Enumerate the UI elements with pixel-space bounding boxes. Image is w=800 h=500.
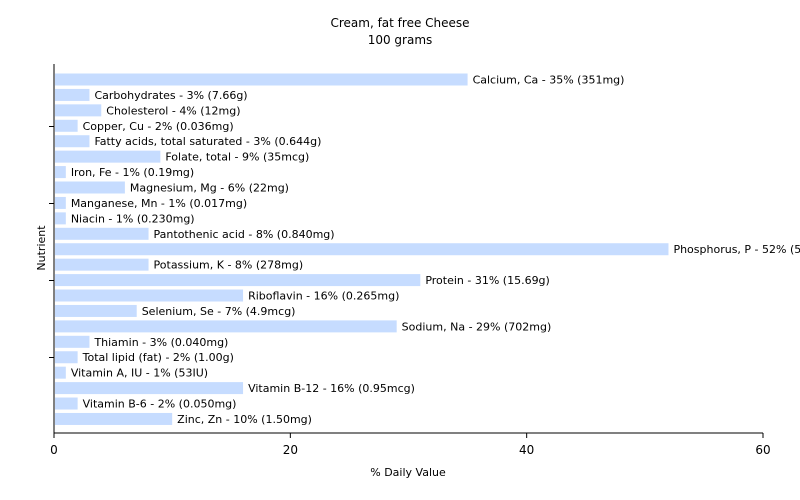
- bar-label: Vitamin B-6 - 2% (0.050mg): [83, 398, 237, 411]
- bar: [55, 320, 397, 333]
- bar: [55, 412, 173, 425]
- x-tick-label: 40: [519, 443, 534, 457]
- x-tick-label: 60: [755, 443, 770, 457]
- bar-label: Iron, Fe - 1% (0.19mg): [71, 166, 194, 179]
- bar: [55, 119, 78, 132]
- bar: [55, 73, 468, 86]
- bar-label: Cholesterol - 4% (12mg): [106, 104, 240, 117]
- x-axis-ticks: 0 20 40 60: [50, 433, 771, 457]
- bar: [55, 150, 161, 163]
- bar-label: Zinc, Zn - 10% (1.50mg): [177, 413, 312, 426]
- bar-label: Pantothenic acid - 8% (0.840mg): [154, 228, 335, 241]
- bar-label: Total lipid (fat) - 2% (1.00g): [82, 351, 234, 364]
- bar: [55, 88, 90, 101]
- chart-subtitle: 100 grams: [368, 33, 433, 47]
- bar: [55, 181, 125, 194]
- bar-label: Riboflavin - 16% (0.265mg): [248, 290, 399, 303]
- bar-label: Phosphorus, P - 52% (523mg): [673, 243, 800, 256]
- bar-label: Protein - 31% (15.69g): [425, 274, 550, 287]
- bar-label: Selenium, Se - 7% (4.9mcg): [142, 305, 296, 318]
- bar-label: Thiamin - 3% (0.040mg): [93, 336, 228, 349]
- chart-title: Cream, fat free Cheese: [330, 16, 469, 30]
- bar: [55, 335, 90, 348]
- y-axis-ticks: [49, 126, 54, 358]
- bars-group: [55, 73, 669, 425]
- bar: [55, 227, 149, 240]
- bar: [55, 351, 78, 364]
- bar-label: Sodium, Na - 29% (702mg): [402, 320, 552, 333]
- bar-label: Niacin - 1% (0.230mg): [71, 212, 195, 225]
- bar-label: Manganese, Mn - 1% (0.017mg): [71, 197, 247, 210]
- bar: [55, 212, 66, 225]
- bar-label: Vitamin A, IU - 1% (53IU): [71, 367, 208, 380]
- y-axis-title: Nutrient: [35, 225, 48, 271]
- bar: [55, 382, 244, 395]
- x-tick-label: 0: [50, 443, 58, 457]
- bar: [55, 258, 149, 271]
- bar-label: Vitamin B-12 - 16% (0.95mcg): [248, 382, 415, 395]
- x-axis-title: % Daily Value: [370, 466, 446, 479]
- bar-label: Copper, Cu - 2% (0.036mg): [83, 120, 234, 133]
- bar: [55, 243, 669, 256]
- x-tick-label: 20: [283, 443, 298, 457]
- bar: [55, 104, 102, 117]
- bar: [55, 135, 90, 148]
- bar-label: Folate, total - 9% (35mcg): [165, 151, 309, 164]
- bar: [55, 304, 137, 317]
- bar-label: Fatty acids, total saturated - 3% (0.644…: [94, 135, 321, 148]
- bar: [55, 289, 244, 302]
- bar-label: Carbohydrates - 3% (7.66g): [94, 89, 247, 102]
- bar: [55, 166, 66, 179]
- bar-label: Calcium, Ca - 35% (351mg): [473, 74, 625, 87]
- bar-label: Potassium, K - 8% (278mg): [154, 259, 304, 272]
- bar: [55, 366, 66, 379]
- bar: [55, 196, 66, 209]
- bar-labels-group: Calcium, Ca - 35% (351mg) Carbohydrates -…: [71, 74, 800, 426]
- bar: [55, 274, 421, 287]
- bar: [55, 397, 78, 410]
- bar-label: Magnesium, Mg - 6% (22mg): [130, 182, 289, 195]
